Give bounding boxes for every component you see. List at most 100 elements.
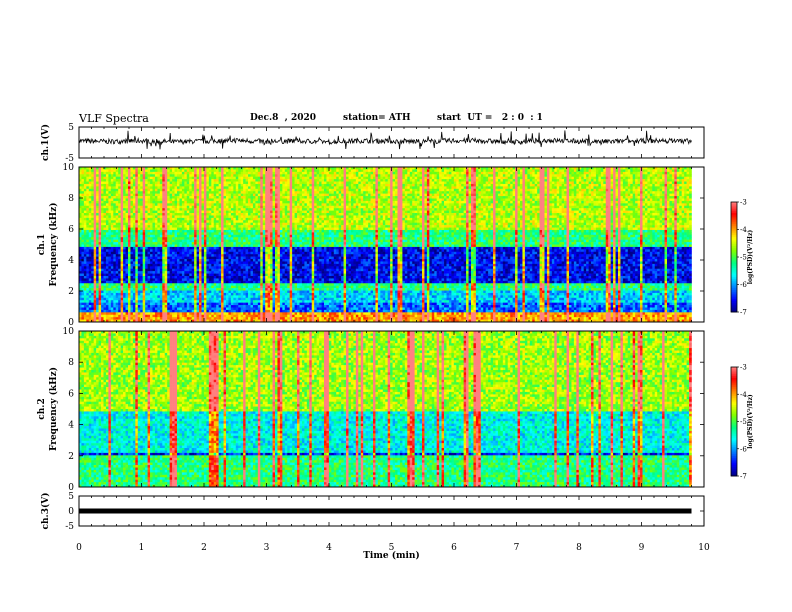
- ch1-cell: [135, 315, 138, 318]
- ch1-cell: [89, 291, 92, 294]
- ch1-cell: [128, 249, 131, 252]
- ch1-cell: [179, 232, 182, 235]
- ch1-cell: [228, 312, 231, 315]
- ch1-cell: [170, 271, 173, 274]
- ch1-cell: [226, 194, 229, 197]
- ch1-cell: [211, 276, 214, 279]
- ch1-cell: [209, 249, 212, 252]
- ch1-cell: [197, 182, 200, 185]
- ch1-cell: [197, 278, 200, 281]
- ch1-cell: [145, 232, 148, 235]
- ch1-cell: [216, 312, 219, 315]
- ch1-cell: [94, 307, 97, 310]
- ch1-cell: [179, 172, 182, 175]
- ch1-cell: [246, 172, 249, 175]
- ch1-cell: [128, 208, 131, 211]
- ch1-cell: [194, 203, 197, 206]
- ch1-cell: [135, 247, 138, 250]
- ch1-cell: [260, 189, 263, 192]
- ch1-cell: [238, 303, 241, 306]
- ch1-cell: [91, 257, 94, 260]
- ch1-cell: [101, 249, 104, 252]
- ch1-cell: [228, 172, 231, 175]
- ch1-cell: [253, 264, 256, 267]
- ch1-cell: [153, 189, 156, 192]
- ch1-cell: [231, 249, 234, 252]
- ch1-cell: [86, 254, 89, 257]
- ch1-cell: [106, 274, 109, 277]
- ch1-cell: [211, 186, 214, 189]
- ch1-cell: [216, 286, 219, 289]
- ch1-cell: [157, 240, 160, 243]
- ch1-cell: [263, 257, 266, 260]
- ch1-cell: [197, 249, 200, 252]
- ch1-cell: [91, 269, 94, 272]
- ch1-cell: [211, 254, 214, 257]
- ch1-cell: [99, 201, 102, 204]
- ch1-cell: [116, 196, 119, 199]
- ch1-cell: [91, 242, 94, 245]
- ch1-cell: [251, 174, 254, 177]
- ch1-cell: [135, 278, 138, 281]
- ch1-cell: [192, 274, 195, 277]
- ch1-cell: [123, 283, 126, 286]
- ch1-cell: [246, 247, 249, 250]
- ch1-cell: [226, 232, 229, 235]
- ch1-cell: [199, 208, 202, 211]
- ch1-cell: [253, 269, 256, 272]
- ch1-cell: [187, 211, 190, 214]
- ch1-cell: [175, 266, 178, 269]
- ch1-cell: [233, 283, 236, 286]
- ch1-cell: [160, 261, 163, 264]
- ch1-cell: [184, 276, 187, 279]
- ch1-cell: [116, 281, 119, 284]
- ch1-cell: [253, 307, 256, 310]
- ch1-cell: [84, 300, 87, 303]
- ch1-cell: [130, 283, 133, 286]
- ch1-cell: [86, 213, 89, 216]
- ch1-cell: [101, 305, 104, 308]
- ch1-cell: [162, 293, 165, 296]
- ch1-cell: [135, 242, 138, 245]
- ch1-cell: [209, 211, 212, 214]
- ch1-cell: [187, 286, 190, 289]
- ch1-cell: [104, 223, 107, 226]
- ch1-cell: [126, 194, 129, 197]
- ch1-cell: [231, 288, 234, 291]
- ch1-cell: [113, 228, 116, 231]
- ch1-cell: [197, 276, 200, 279]
- ch1-cell: [224, 264, 227, 267]
- ch1-cell: [121, 254, 124, 257]
- ch1-cell: [197, 235, 200, 238]
- ch1-cell: [241, 245, 244, 248]
- ch1-cell: [192, 276, 195, 279]
- ch1-cell: [243, 271, 246, 274]
- ch1-cell: [170, 254, 173, 257]
- ch1-cell: [214, 307, 217, 310]
- ch1-cell: [233, 179, 236, 182]
- ch1-cell: [157, 182, 160, 185]
- ch1-cell: [231, 269, 234, 272]
- ch1-cell: [138, 259, 141, 262]
- ch1-cell: [241, 177, 244, 180]
- ch1-cell: [177, 179, 180, 182]
- ch1-cell: [211, 201, 214, 204]
- ch1-cell: [170, 196, 173, 199]
- ch1-cell: [157, 283, 160, 286]
- ch1-cell: [241, 264, 244, 267]
- ch1-cell: [123, 242, 126, 245]
- ch1-cell: [167, 261, 170, 264]
- ch1-cell: [246, 291, 249, 294]
- ch1-cell: [226, 198, 229, 201]
- ch1-cell: [84, 220, 87, 223]
- ch1-cell: [199, 259, 202, 262]
- ch1-cell: [248, 312, 251, 315]
- ch1-cell: [155, 278, 158, 281]
- ch1-cell: [128, 186, 131, 189]
- ch1-cell: [170, 288, 173, 291]
- ch1-cell: [86, 228, 89, 231]
- ch1-cell: [263, 307, 266, 310]
- ch1-cell: [81, 283, 84, 286]
- ch1-cell: [255, 288, 258, 291]
- ch1-cell: [167, 247, 170, 250]
